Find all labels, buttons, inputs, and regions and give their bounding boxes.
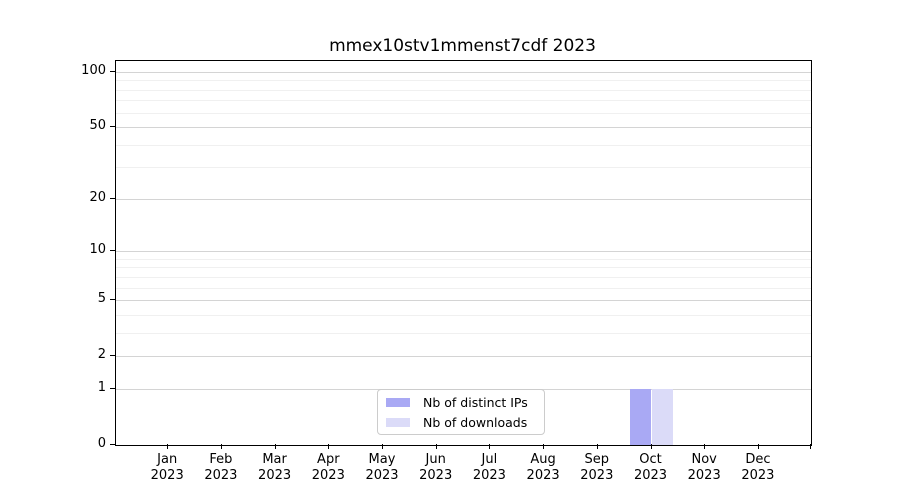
x-tick-label-nov-2023: Nov 2023 — [687, 452, 721, 483]
gridline-minor-9 — [116, 258, 811, 260]
x-tick-jun-2023 — [435, 444, 437, 449]
plot-area — [115, 60, 812, 446]
x-tick-oct-2023 — [650, 444, 652, 449]
x-tick-sep-2023 — [596, 444, 598, 449]
legend-label-downloads: Nb of downloads — [423, 414, 528, 430]
y-tick-50 — [110, 126, 115, 128]
y-tick-label-2: 2 — [97, 347, 106, 363]
x-tick-label-jan-2023: Jan 2023 — [150, 452, 184, 483]
gridline-major-10 — [116, 251, 811, 253]
bar-distinct-ips-oct-2023 — [629, 388, 652, 445]
y-tick-5 — [110, 299, 115, 301]
gridline-major-20 — [116, 198, 811, 200]
y-tick-20 — [110, 197, 115, 199]
gridline-minor-30 — [116, 167, 811, 169]
legend-swatch-distinct-ips — [386, 397, 410, 407]
chart-title: mmex10stv1mmenst7cdf 2023 — [329, 36, 596, 56]
x-tick-may-2023 — [382, 444, 383, 449]
gridline-minor-8 — [116, 267, 811, 269]
x-tick-label-oct-2023: Oct 2023 — [633, 452, 668, 483]
gridline-minor-70 — [116, 100, 811, 102]
gridline-minor-6 — [116, 287, 811, 289]
gridline-minor-60 — [116, 112, 811, 114]
gridline-minor-90 — [116, 80, 811, 82]
y-tick-label-100: 100 — [81, 63, 106, 78]
gridline-minor-3 — [116, 332, 811, 334]
legend-label-distinct-ips: Nb of distinct IPs — [423, 394, 528, 410]
x-tick-label-apr-2023: Apr 2023 — [311, 452, 345, 483]
y-tick-label-0: 0 — [97, 436, 106, 451]
y-tick-10 — [110, 250, 115, 252]
y-tick-1 — [110, 387, 115, 389]
y-tick-0 — [110, 444, 115, 445]
x-tick-label-sep-2023: Sep 2023 — [580, 452, 614, 483]
y-tick-100 — [110, 71, 115, 72]
x-tick-dec-2023 — [757, 444, 759, 449]
gridline-minor-4 — [116, 314, 811, 316]
x-tick-nov-2023 — [704, 444, 706, 449]
x-tick-label-dec-2023: Dec 2023 — [741, 452, 775, 483]
gridline-major-2 — [116, 356, 811, 358]
x-tick-label-jul-2023: Jul 2023 — [472, 452, 506, 483]
gridline-minor-7 — [116, 276, 811, 278]
legend: Nb of distinct IPs Nb of downloads — [377, 389, 545, 435]
gridline-minor-80 — [116, 89, 811, 91]
x-tick-jan-2023 — [167, 444, 169, 449]
x-tick-label-jun-2023: Jun 2023 — [419, 452, 453, 483]
y-tick-label-50: 50 — [89, 118, 106, 134]
x-tick-label-aug-2023: Aug 2023 — [526, 452, 560, 483]
bar-downloads-oct-2023 — [651, 388, 674, 445]
x-tick-right-edge — [810, 444, 811, 449]
y-tick-label-10: 10 — [89, 242, 106, 258]
x-tick-feb-2023 — [220, 444, 222, 449]
x-tick-label-mar-2023: Mar 2023 — [258, 452, 292, 483]
gridline-major-100 — [116, 72, 811, 73]
x-tick-mar-2023 — [274, 444, 276, 449]
y-tick-label-20: 20 — [89, 189, 106, 205]
x-tick-apr-2023 — [328, 444, 330, 449]
x-tick-label-may-2023: May 2023 — [365, 452, 399, 483]
y-tick-2 — [110, 355, 115, 357]
legend-swatch-downloads — [386, 417, 410, 427]
y-tick-label-5: 5 — [97, 291, 106, 307]
x-tick-aug-2023 — [543, 444, 545, 449]
legend-item-downloads: Nb of downloads — [386, 414, 536, 431]
gridline-major-5 — [116, 300, 811, 302]
gridline-major-50 — [116, 127, 811, 129]
x-tick-jul-2023 — [489, 444, 491, 449]
gridline-minor-40 — [116, 144, 811, 146]
y-tick-label-1: 1 — [97, 379, 106, 395]
x-tick-label-feb-2023: Feb 2023 — [204, 452, 238, 483]
legend-item-distinct-ips: Nb of distinct IPs — [386, 394, 536, 411]
